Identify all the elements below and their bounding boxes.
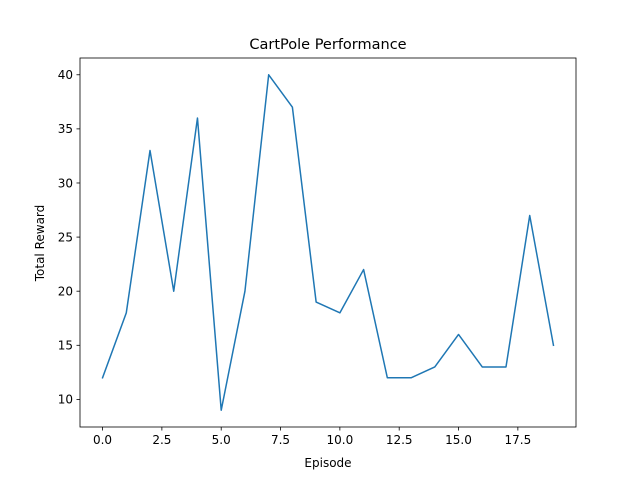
y-tick-label: 20 (58, 284, 73, 298)
y-axis: 10 15 20 25 30 35 40 (58, 68, 80, 407)
chart-title: CartPole Performance (249, 37, 406, 53)
x-tick-label: 0.0 (93, 433, 112, 447)
axes-frame (79, 57, 577, 428)
x-tick-label: 2.5 (152, 433, 171, 447)
y-tick-label: 15 (58, 339, 73, 353)
y-tick-label: 30 (58, 176, 73, 190)
x-tick-label: 12.5 (386, 433, 413, 447)
x-tick-label: 17.5 (504, 433, 531, 447)
series-line-0 (101, 74, 555, 411)
plot-area (79, 57, 577, 428)
x-tick-label: 15.0 (445, 433, 472, 447)
x-axis: 0.0 2.5 5.0 7.5 10.0 12.5 15.0 17.5 (93, 427, 531, 447)
x-tick-label: 10.0 (327, 433, 354, 447)
y-tick-label: 25 (58, 230, 73, 244)
y-axis-label: Total Reward (33, 205, 47, 283)
y-tick-label: 40 (58, 68, 73, 82)
y-tick-label: 35 (58, 122, 73, 136)
x-axis-label: Episode (304, 456, 351, 470)
x-tick-label: 7.5 (271, 433, 290, 447)
y-tick-label: 10 (58, 393, 73, 407)
x-tick-label: 5.0 (212, 433, 231, 447)
